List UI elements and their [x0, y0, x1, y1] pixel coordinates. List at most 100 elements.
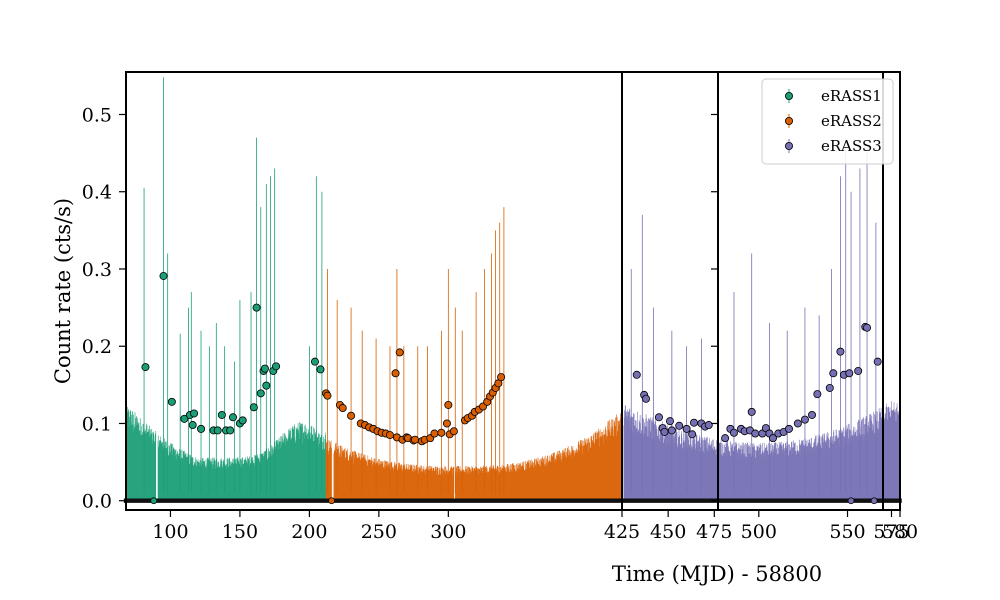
data-point-erass3-33	[813, 390, 822, 399]
data-point-erass3-2	[642, 394, 651, 403]
data-point-erass3-41	[863, 323, 872, 332]
x-tick-label-p4-0: 575	[873, 521, 909, 543]
legend-marker-erass1	[785, 92, 794, 101]
data-point-erass1-17	[252, 303, 261, 312]
data-point-erass3-9	[682, 424, 691, 433]
error-band-erass1	[125, 402, 327, 501]
data-point-erass2-1	[323, 391, 332, 400]
data-point-erass2-20	[410, 435, 419, 444]
legend-marker-erass3	[785, 141, 794, 150]
error-band-erass2	[325, 410, 623, 501]
legend-marker-erass2	[785, 117, 794, 126]
panel-frame-1	[125, 71, 623, 511]
data-point-erass1-23	[272, 362, 281, 371]
data-point-erass2-18	[395, 348, 404, 357]
y-tick-label-1: 0.1	[82, 413, 112, 435]
y-tick-label-2: 0.2	[82, 336, 112, 358]
data-point-erass1-9	[213, 426, 222, 435]
axes: 0.0 0.1 0.2 0.3 0.4 0.5 100 150 200 250 300 425 450 4…	[82, 71, 918, 543]
data-point-erass1-2	[167, 397, 176, 406]
data-point-erass3-21	[747, 407, 756, 416]
x-tick-label-p1-1: 150	[222, 521, 258, 543]
data-point-erass2-3	[338, 404, 347, 413]
y-axis-title: Count rate (cts/s)	[51, 198, 75, 384]
data-point-erass1-0	[141, 363, 150, 372]
x-tick-label-p1-0: 100	[152, 521, 188, 543]
data-point-erass1-24	[310, 357, 319, 366]
x-tick-label-p1-5: 425	[604, 521, 640, 543]
plot-area	[123, 77, 902, 505]
data-point-erass3-35	[829, 369, 838, 378]
data-point-erass1-5	[188, 421, 197, 430]
data-point-erass1-21	[262, 381, 271, 390]
data-point-erass3-3	[654, 413, 663, 422]
x-tick-label-p1-3: 250	[361, 521, 397, 543]
zero-point-erass3-0	[847, 497, 855, 505]
x-tick-label-p2-1: 475	[696, 521, 732, 543]
data-point-erass2-25	[437, 428, 446, 437]
data-point-erass3-34	[825, 383, 834, 392]
error-band-erass3	[623, 401, 901, 501]
data-point-erass2-12	[385, 431, 394, 440]
data-point-erass3-6	[666, 417, 675, 426]
data-point-erass1-25	[316, 365, 325, 374]
data-point-erass3-42	[873, 357, 882, 366]
data-point-erass2-27	[444, 400, 453, 409]
x-tick-label-p3-1: 550	[829, 521, 865, 543]
y-tick-label-4: 0.4	[82, 182, 112, 204]
data-point-erass1-6	[190, 409, 199, 418]
zero-point-erass3-1	[870, 497, 878, 505]
data-point-erass3-0	[632, 370, 641, 379]
data-point-erass2-4	[347, 411, 356, 420]
x-tick-label-p3-0: 500	[741, 521, 777, 543]
data-point-erass1-16	[249, 403, 258, 412]
data-point-erass3-30	[793, 419, 802, 428]
x-axis-title: Time (MJD) - 58800	[612, 562, 822, 586]
data-point-erass3-5	[660, 427, 669, 436]
data-point-erass3-15	[721, 434, 730, 443]
data-point-erass2-41	[497, 373, 506, 382]
legend-box	[761, 78, 894, 165]
data-point-erass1-20	[260, 364, 269, 373]
data-point-erass1-10	[217, 410, 226, 419]
data-point-erass3-10	[688, 430, 697, 439]
x-tick-label-p2-0: 450	[650, 521, 686, 543]
data-point-erass3-22	[751, 429, 760, 438]
data-point-erass1-18	[256, 389, 265, 398]
data-point-erass3-8	[675, 421, 684, 430]
x-tick-label-p1-4: 300	[430, 521, 466, 543]
data-point-erass3-38	[845, 369, 854, 378]
zero-point-erass1-0	[150, 497, 158, 505]
data-point-erass1-1	[159, 271, 168, 280]
x-tick-label-p4-1: 580	[882, 521, 918, 543]
legend-label-erass3: eRASS3	[821, 137, 882, 155]
legend: eRASS1 eRASS2 eRASS3	[761, 78, 894, 165]
x-tick-label-p1-2: 200	[291, 521, 327, 543]
data-point-erass3-31	[800, 415, 809, 424]
data-point-erass3-39	[854, 366, 863, 375]
data-point-erass3-17	[729, 428, 738, 437]
legend-label-erass2: eRASS2	[821, 112, 882, 130]
y-tick-label-5: 0.5	[82, 104, 112, 126]
zero-point-erass2-0	[328, 497, 335, 505]
data-point-erass3-11	[690, 418, 699, 427]
legend-label-erass1: eRASS1	[821, 87, 882, 105]
data-point-erass3-29	[784, 424, 793, 433]
data-point-erass3-32	[808, 410, 817, 419]
data-point-erass3-7	[667, 426, 676, 435]
data-point-erass1-12	[226, 426, 235, 435]
data-point-erass1-15	[238, 416, 247, 425]
data-point-erass1-7	[197, 424, 206, 433]
data-point-erass2-17	[391, 369, 400, 378]
data-point-erass3-26	[769, 434, 778, 443]
data-point-erass3-36	[836, 347, 845, 356]
data-point-erass1-3	[180, 414, 189, 423]
data-point-erass2-26	[442, 419, 451, 428]
data-point-erass2-24	[430, 429, 439, 438]
data-point-erass1-13	[228, 413, 237, 422]
y-tick-label-3: 0.3	[82, 259, 112, 281]
data-point-erass2-29	[449, 427, 458, 436]
data-point-erass3-14	[704, 421, 713, 430]
y-tick-label-0: 0.0	[82, 491, 112, 513]
